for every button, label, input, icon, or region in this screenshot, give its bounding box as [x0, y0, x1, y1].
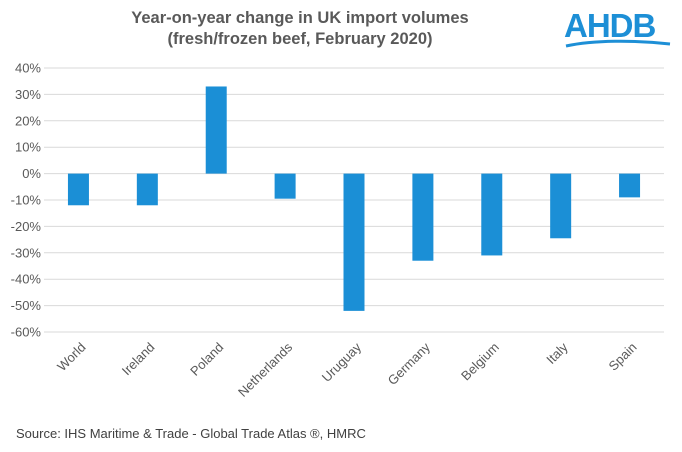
y-tick-label: -10% — [11, 193, 42, 208]
y-tick-label: 0% — [22, 166, 41, 181]
chart-title-line-1: Year-on-year change in UK import volumes — [131, 9, 469, 27]
bar-belgium — [481, 173, 503, 256]
x-tick-label: Italy — [543, 339, 571, 367]
y-tick-label: -30% — [11, 245, 42, 260]
y-tick-label: -50% — [11, 298, 42, 313]
x-tick-label: Poland — [187, 340, 226, 379]
bar-italy — [550, 173, 572, 239]
x-axis-tick-labels: World Ireland Poland Netherlands Uruguay Germ… — [54, 339, 640, 400]
x-tick-label: Germany — [385, 339, 434, 388]
bars — [67, 86, 641, 311]
chart-title-line-2: (fresh/frozen beef, February 2020) — [167, 30, 433, 48]
bar-germany — [412, 173, 434, 261]
bar-uruguay — [343, 173, 365, 311]
bar-ireland — [136, 173, 158, 206]
bar-spain — [619, 173, 641, 198]
source-note: Source: IHS Maritime & Trade - Global Tr… — [16, 426, 366, 441]
bar-world — [67, 173, 89, 206]
x-tick-label: Ireland — [119, 340, 158, 379]
y-tick-label: 40% — [15, 61, 41, 76]
bar-chart: 40% 30% 20% 10% 0% -10% -20% -30% -40% -50% -60% W… — [11, 61, 664, 400]
y-tick-label: 30% — [15, 87, 41, 102]
x-tick-label: Uruguay — [319, 339, 365, 385]
x-tick-label: World — [54, 340, 88, 374]
y-tick-label: 10% — [15, 140, 41, 155]
chart-title: Year-on-year change in UK import volumes… — [0, 8, 600, 50]
x-tick-label: Spain — [606, 340, 640, 374]
logo-swoosh-icon — [565, 39, 671, 48]
y-tick-label: -20% — [11, 219, 42, 234]
ahdb-logo: AHDB — [564, 8, 674, 52]
bar-netherlands — [274, 173, 296, 199]
logo-text: AHDB — [564, 7, 656, 44]
x-tick-label: Netherlands — [235, 339, 296, 400]
y-axis-tick-labels: 40% 30% 20% 10% 0% -10% -20% -30% -40% -50% -60% — [11, 61, 42, 340]
y-tick-label: -40% — [11, 272, 42, 287]
x-tick-label: Belgium — [458, 340, 502, 384]
bar-poland — [205, 86, 227, 174]
y-tick-label: 20% — [15, 113, 41, 128]
y-tick-label: -60% — [11, 325, 42, 340]
